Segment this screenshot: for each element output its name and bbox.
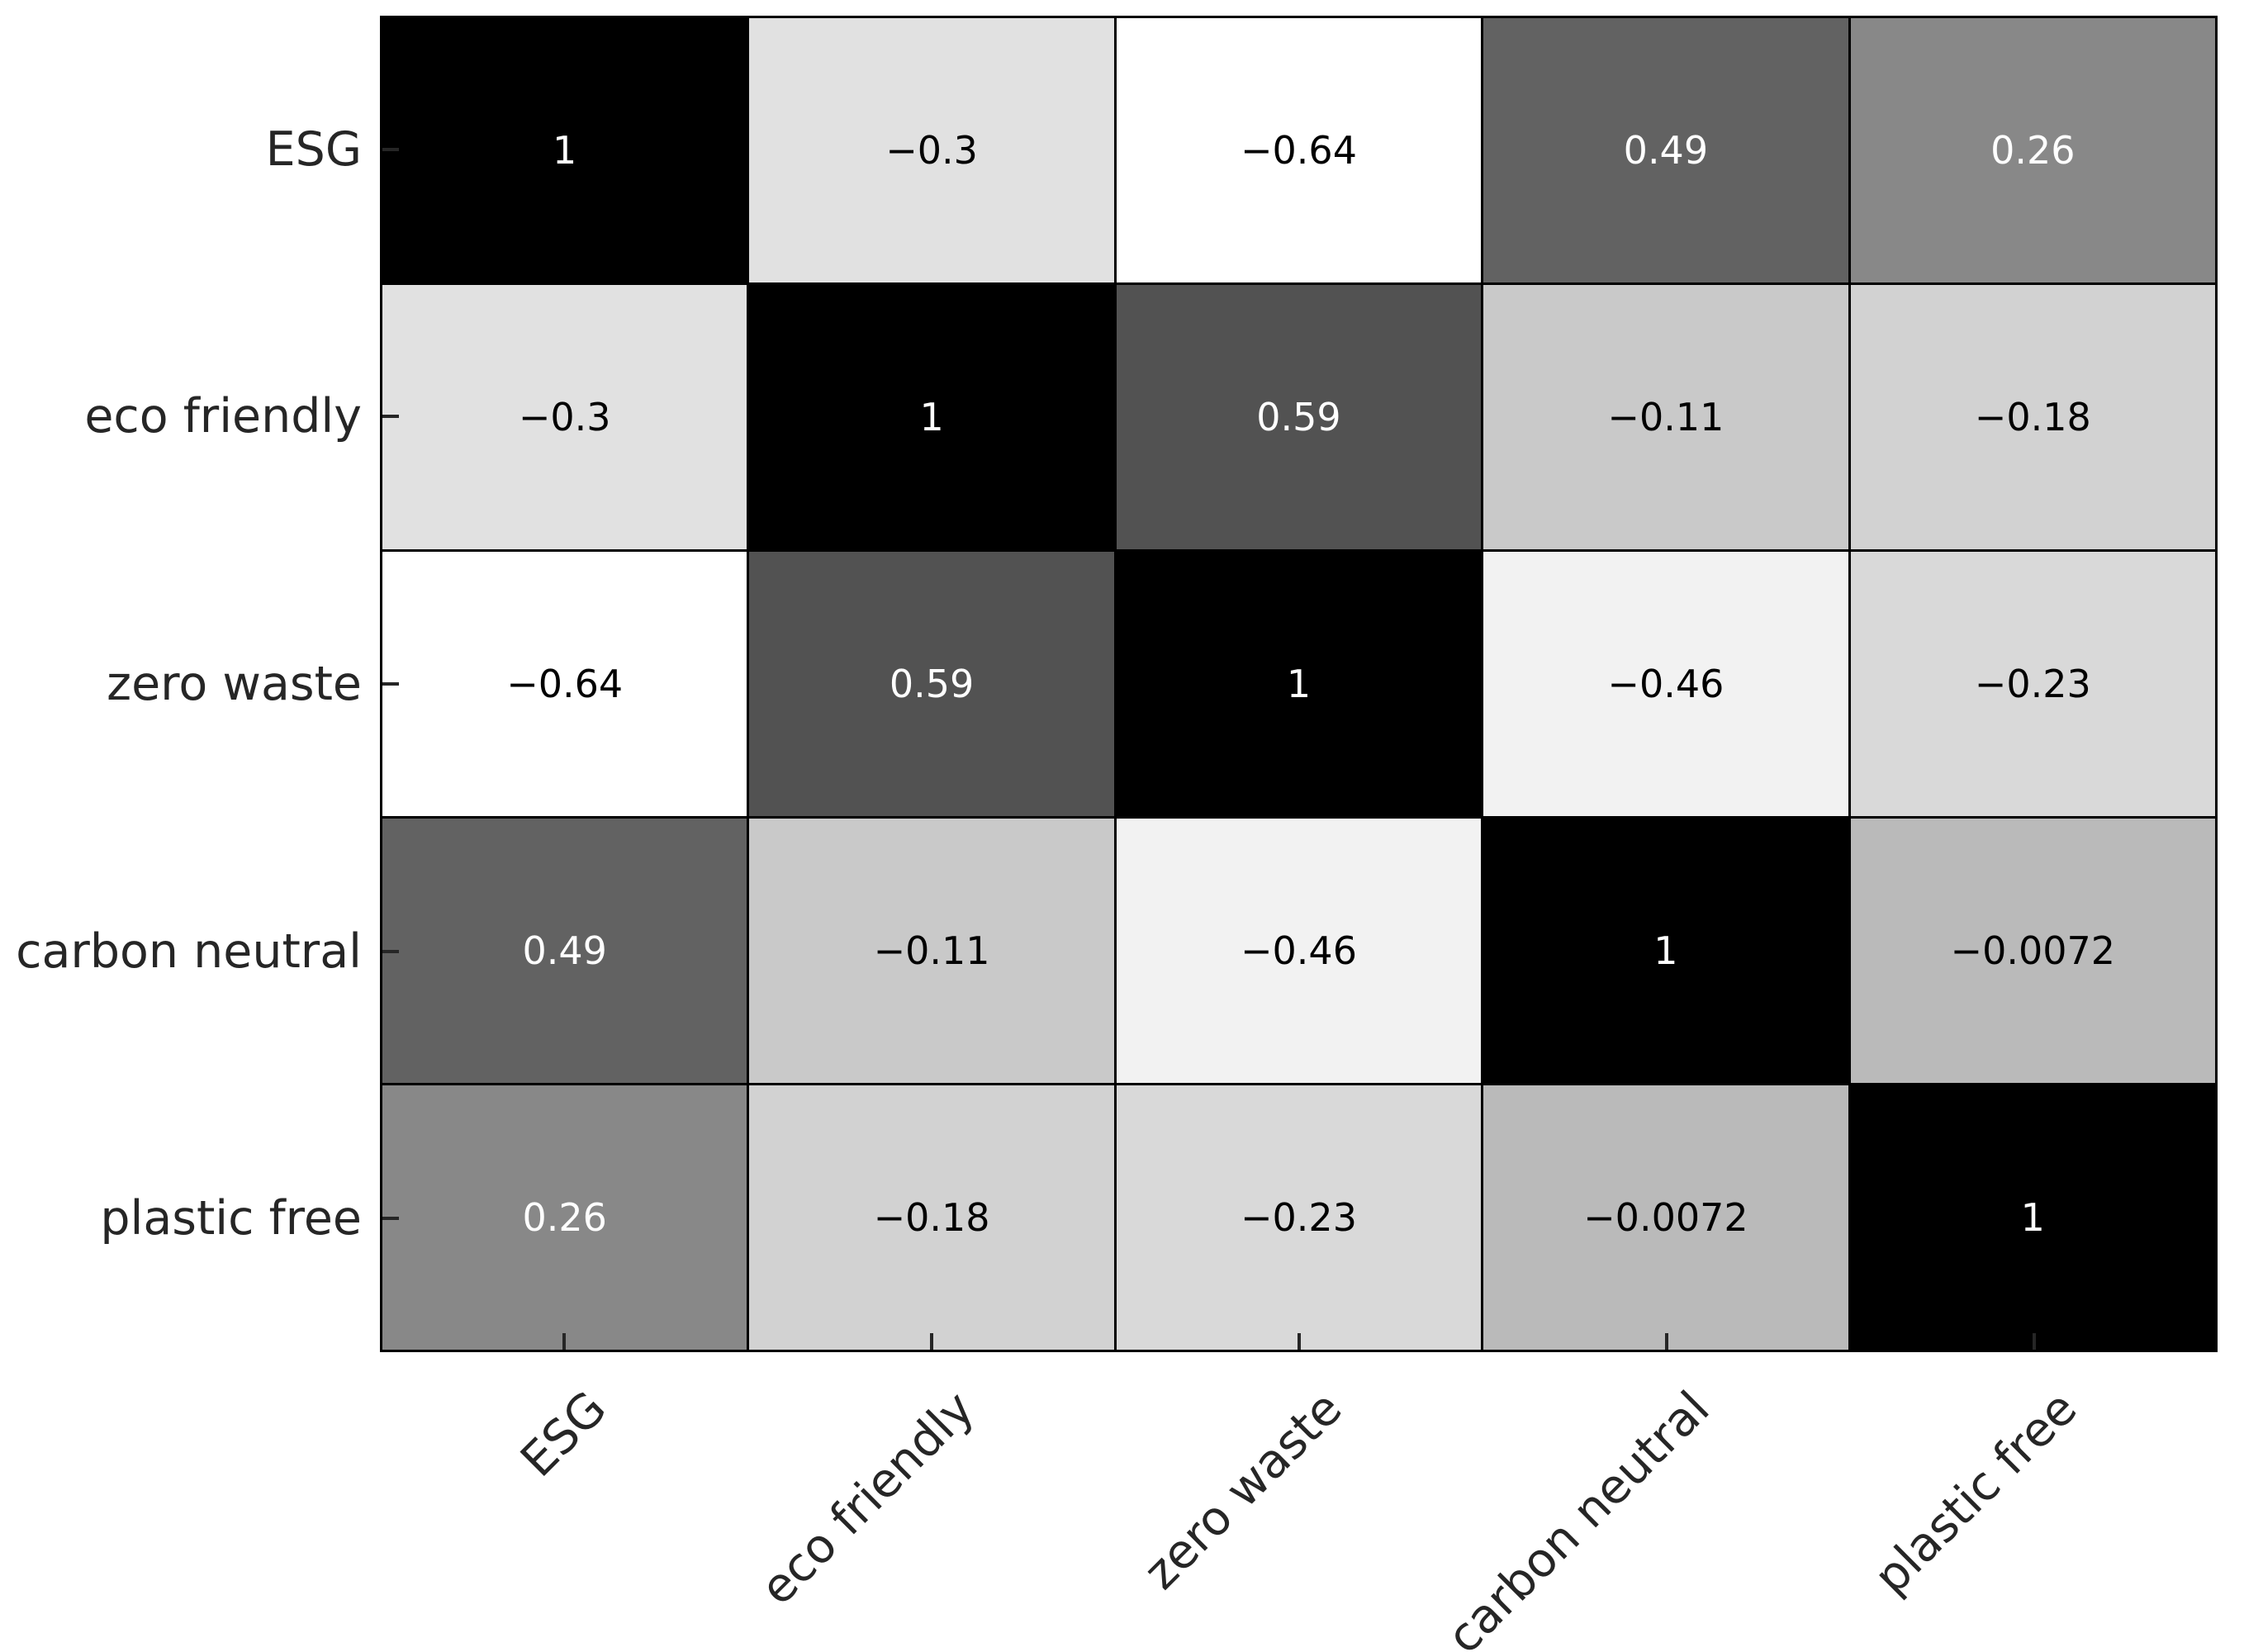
x-tick bbox=[1664, 1333, 1668, 1350]
x-tick bbox=[1297, 1333, 1301, 1350]
heatmap-cell: −0.11 bbox=[1483, 285, 1848, 549]
heatmap-cell: 1 bbox=[1850, 1085, 2215, 1350]
row-label: carbon neutral bbox=[16, 923, 362, 979]
heatmap-cell: 0.49 bbox=[382, 819, 747, 1083]
y-tick bbox=[382, 949, 399, 953]
heatmap-cell: −0.3 bbox=[382, 285, 747, 549]
heatmap-cell: −0.0072 bbox=[1850, 819, 2215, 1083]
heatmap-grid: 1 −0.3 −0.64 0.49 0.26 −0.3 1 0.59 −0.11 −0.18 −0.… bbox=[380, 16, 2218, 1352]
heatmap-cell: 1 bbox=[749, 285, 1114, 549]
x-tick bbox=[929, 1333, 933, 1350]
row-label: zero waste bbox=[107, 656, 362, 711]
heatmap-cell: 0.26 bbox=[382, 1085, 747, 1350]
y-tick bbox=[382, 415, 399, 419]
heatmap-cell: −0.18 bbox=[1850, 285, 2215, 549]
heatmap-cell: −0.0072 bbox=[1483, 1085, 1848, 1350]
heatmap-cell: 0.49 bbox=[1483, 18, 1848, 282]
heatmap-cell: −0.46 bbox=[1483, 552, 1848, 816]
x-tick bbox=[2032, 1333, 2036, 1350]
y-tick bbox=[382, 1217, 399, 1221]
heatmap-cell: −0.18 bbox=[749, 1085, 1114, 1350]
heatmap-cell: −0.23 bbox=[1850, 552, 2215, 816]
heatmap-cell: −0.23 bbox=[1116, 1085, 1482, 1350]
row-label: plastic free bbox=[100, 1191, 362, 1246]
heatmap-cell: −0.3 bbox=[749, 18, 1114, 282]
heatmap-cell: 0.59 bbox=[749, 552, 1114, 816]
x-tick bbox=[562, 1333, 566, 1350]
row-label: ESG bbox=[265, 121, 362, 177]
heatmap-cell: −0.46 bbox=[1116, 819, 1482, 1083]
heatmap-cell: 1 bbox=[1116, 552, 1482, 816]
heatmap-cell: 0.26 bbox=[1850, 18, 2215, 282]
y-tick bbox=[382, 147, 399, 151]
row-label: eco friendly bbox=[84, 389, 362, 444]
heatmap-cell: −0.11 bbox=[749, 819, 1114, 1083]
heatmap-cell: −0.64 bbox=[382, 552, 747, 816]
heatmap-cell: 1 bbox=[382, 18, 747, 282]
heatmap-cell: 0.59 bbox=[1116, 285, 1482, 549]
y-tick bbox=[382, 682, 399, 686]
heatmap-cell: −0.64 bbox=[1116, 18, 1482, 282]
heatmap-cell: 1 bbox=[1483, 819, 1848, 1083]
